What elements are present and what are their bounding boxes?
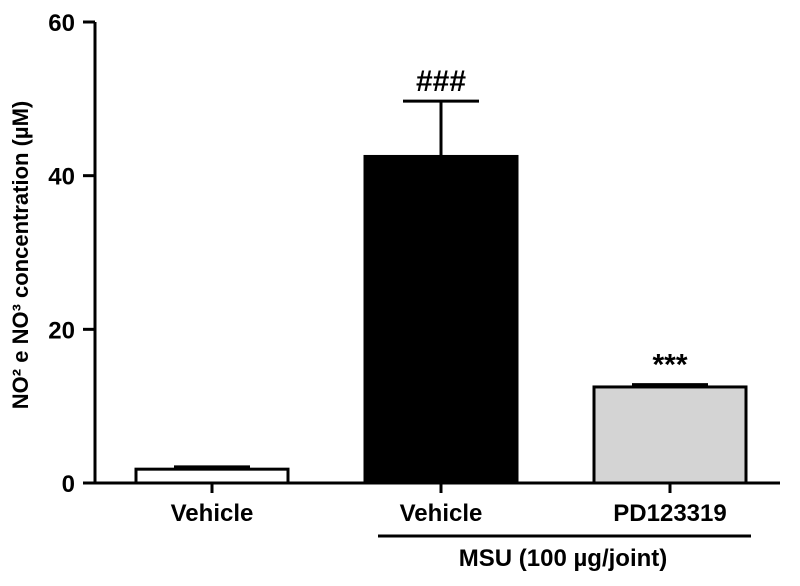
y-tick-label: 60 <box>48 10 75 37</box>
significance-label: *** <box>652 349 687 382</box>
bar <box>363 154 519 485</box>
y-tick-label: 40 <box>48 164 75 191</box>
chart-bars <box>134 99 748 485</box>
y-tick-label: 20 <box>48 317 75 344</box>
significance-label: ### <box>416 65 466 98</box>
group-label: MSU (100 µg/joint) <box>459 545 668 572</box>
y-axis-label: NO² e NO³ concentration (µM) <box>8 101 33 409</box>
y-tick-label: 0 <box>62 471 75 498</box>
x-tick-label: PD123319 <box>613 500 726 527</box>
bar <box>134 467 290 485</box>
bar <box>592 385 748 485</box>
x-tick-label: Vehicle <box>171 500 254 527</box>
chart-labels: NO² e NO³ concentration (µM) MSU (100 µg… <box>8 65 727 572</box>
x-tick-label: Vehicle <box>400 500 483 527</box>
